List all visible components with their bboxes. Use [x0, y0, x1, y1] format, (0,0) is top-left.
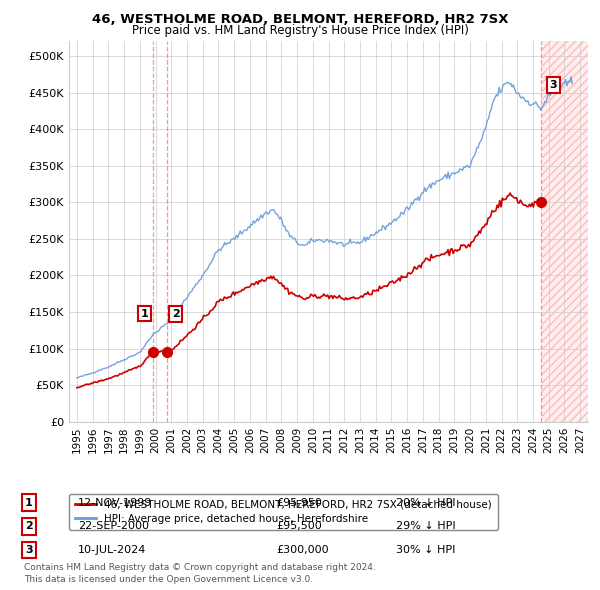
- Text: This data is licensed under the Open Government Licence v3.0.: This data is licensed under the Open Gov…: [24, 575, 313, 584]
- Text: 30% ↓ HPI: 30% ↓ HPI: [396, 545, 455, 555]
- Text: 12-NOV-1999: 12-NOV-1999: [78, 498, 152, 507]
- Text: £95,500: £95,500: [276, 522, 322, 531]
- Text: £95,950: £95,950: [276, 498, 322, 507]
- Text: Contains HM Land Registry data © Crown copyright and database right 2024.: Contains HM Land Registry data © Crown c…: [24, 563, 376, 572]
- Text: £300,000: £300,000: [276, 545, 329, 555]
- Text: 1: 1: [25, 498, 32, 507]
- Text: 3: 3: [550, 80, 557, 90]
- Text: 10-JUL-2024: 10-JUL-2024: [78, 545, 146, 555]
- Text: 29% ↓ HPI: 29% ↓ HPI: [396, 522, 455, 531]
- Text: Price paid vs. HM Land Registry's House Price Index (HPI): Price paid vs. HM Land Registry's House …: [131, 24, 469, 37]
- Legend: 46, WESTHOLME ROAD, BELMONT, HEREFORD, HR2 7SX (detached house), HPI: Average pr: 46, WESTHOLME ROAD, BELMONT, HEREFORD, H…: [69, 494, 499, 530]
- Text: 3: 3: [25, 545, 32, 555]
- Text: 1: 1: [141, 309, 149, 319]
- Text: 2: 2: [172, 309, 179, 319]
- Text: 2: 2: [25, 522, 32, 531]
- Text: 20% ↓ HPI: 20% ↓ HPI: [396, 498, 455, 507]
- Text: 22-SEP-2000: 22-SEP-2000: [78, 522, 149, 531]
- Text: 46, WESTHOLME ROAD, BELMONT, HEREFORD, HR2 7SX: 46, WESTHOLME ROAD, BELMONT, HEREFORD, H…: [92, 13, 508, 26]
- Bar: [542, 41, 588, 422]
